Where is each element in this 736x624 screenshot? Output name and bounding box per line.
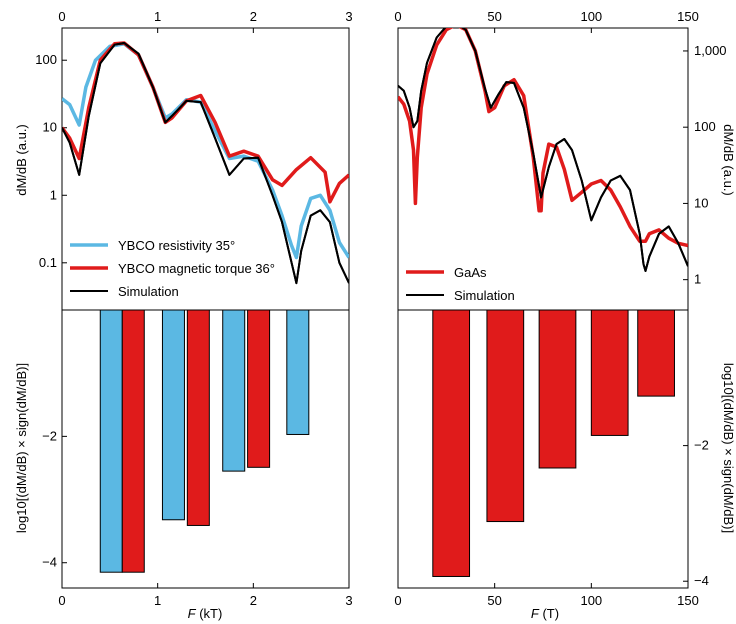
right-bottom-xtick-label: 100 (580, 593, 602, 608)
right-simulation-line (398, 28, 688, 272)
left-xlabel-var: F (188, 606, 197, 621)
right-top-xtick-label: 150 (677, 9, 699, 24)
left-bottom-xtick-label: 0 (58, 593, 65, 608)
right-legend-label: Simulation (454, 288, 515, 303)
right-series-line (398, 28, 688, 272)
left-ytick-label: 1 (50, 187, 57, 202)
right-xlabel-unit: (T) (539, 606, 559, 621)
left-bar (161, 309, 185, 521)
left-bar (186, 309, 210, 526)
right-ylabel-top: dM/dB (a.u.) (721, 124, 736, 196)
right-xlabel: F (T) (531, 606, 559, 621)
left-xlabel-unit: (kT) (196, 606, 223, 621)
left-xlabel: F (kT) (188, 606, 223, 621)
left-top-xtick-label: 0 (58, 9, 65, 24)
right-ytick-label: 1,000 (694, 43, 727, 58)
left-ytick-label: 0.1 (39, 255, 57, 270)
left-ylabel-top: dM/dB (a.u.) (14, 124, 29, 196)
left-bar-ytick-label: −2 (42, 428, 57, 443)
left-ytick-label: 100 (35, 52, 57, 67)
left-bar-ytick-label: −4 (42, 555, 57, 570)
left-bar (247, 309, 271, 468)
left-series-line (62, 42, 349, 260)
right-bar (590, 309, 629, 436)
right-bottom-xtick-label: 0 (394, 593, 401, 608)
right-bar-ytick-label: −2 (694, 438, 709, 453)
right-top-xtick-label: 50 (487, 9, 501, 24)
left-ytick-label: 10 (43, 120, 57, 135)
left-legend-label: YBCO resistivity 35° (118, 238, 235, 253)
right-xlabel-var: F (531, 606, 540, 621)
left-bar (286, 309, 310, 435)
right-bar (486, 309, 525, 523)
left-ylabel-bottom: log10[(dM/dB) × sign(dM/dB)] (14, 363, 29, 533)
right-bar-ytick-label: −4 (694, 573, 709, 588)
right-bar (432, 309, 471, 577)
right-ylabel-bottom: log10[(dM/dB) × sign(dM/dB)] (721, 363, 736, 533)
right-bottom-xtick-label: 50 (487, 593, 501, 608)
left-series-line (62, 41, 349, 204)
left-top-xtick-label: 3 (345, 9, 352, 24)
left-legend-label: YBCO magnetic torque 36° (118, 261, 275, 276)
left-bar (222, 309, 246, 472)
right-bottom-xtick-label: 150 (677, 593, 699, 608)
left-bottom-xtick-label: 3 (345, 593, 352, 608)
right-series-line (398, 28, 688, 248)
left-top-xtick-label: 1 (154, 9, 161, 24)
right-legend-label: GaAs (454, 265, 487, 280)
left-bar (99, 309, 123, 573)
left-bottom-xtick-label: 1 (154, 593, 161, 608)
right-bar (637, 309, 675, 397)
left-bottom-xtick-label: 2 (250, 593, 257, 608)
right-top-xtick-label: 100 (580, 9, 602, 24)
left-simulation-line (62, 42, 349, 285)
right-ytick-label: 1 (694, 272, 701, 287)
left-bar (121, 309, 145, 573)
right-ytick-label: 100 (694, 119, 716, 134)
left-legend-label: Simulation (118, 284, 179, 299)
right-ytick-label: 10 (694, 195, 708, 210)
left-top-xtick-label: 2 (250, 9, 257, 24)
right-bar (538, 309, 577, 469)
right-top-xtick-label: 0 (394, 9, 401, 24)
